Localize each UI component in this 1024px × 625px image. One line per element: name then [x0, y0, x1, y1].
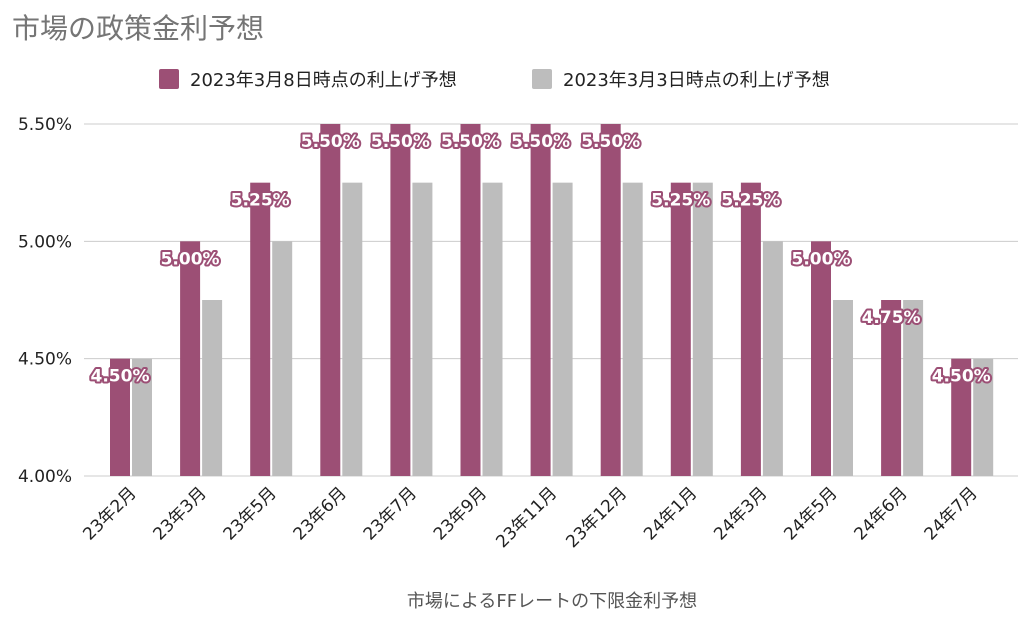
y-tick-label: 5.50% [18, 115, 72, 135]
legend: 2023年3月8日時点の利上げ予想 2023年3月3日時点の利上げ予想 [159, 69, 830, 91]
x-axis-title: 市場によるFFレートの下限金利予想 [407, 591, 697, 612]
x-tick-label: 23年6月 [290, 483, 351, 544]
bar-series-1 [951, 358, 972, 476]
bar-series-2 [622, 182, 643, 476]
bar-series-2 [973, 358, 994, 476]
x-tick-label: 23年12月 [562, 483, 631, 552]
legend-swatch-series-2 [532, 69, 552, 89]
data-label-series-1: 4.75% [862, 308, 921, 328]
x-tick-label: 23年2月 [79, 483, 140, 544]
y-tick-label: 5.00% [18, 232, 72, 252]
bar-series-2 [552, 182, 573, 476]
bar-series-2 [482, 182, 503, 476]
y-tick-label: 4.00% [18, 467, 72, 487]
x-tick-label: 23年11月 [492, 483, 561, 552]
bar-series-2 [132, 358, 152, 476]
data-label-series-1: 5.50% [301, 132, 360, 152]
legend-label-series-2: 2023年3月3日時点の利上げ予想 [563, 70, 830, 91]
bar-series-1 [670, 182, 691, 476]
bar-series-1 [881, 300, 902, 476]
data-label-series-1: 5.50% [371, 132, 430, 152]
legend-label-series-1: 2023年3月8日時点の利上げ予想 [190, 70, 457, 91]
bar-series-1 [250, 182, 271, 476]
data-labels-layer: 4.50% 5.00% 5.25% 5.50% 5.50% 5.50% 5.50% 5.50%… [89, 130, 993, 389]
x-tick-label: 24年5月 [780, 483, 841, 544]
x-tick-label: 24年6月 [851, 483, 912, 544]
bar-series-1 [530, 124, 551, 476]
data-label-series-1: 4.50% [932, 367, 991, 387]
x-tick-label: 23年5月 [220, 483, 281, 544]
grid-layer: 4.00% 4.50% 5.00% 5.50% [18, 115, 1018, 487]
x-tick-label: 23年3月 [150, 483, 211, 544]
x-tick-label: 24年1月 [640, 483, 701, 544]
data-label-series-1: 5.50% [441, 132, 500, 152]
bar-series-1 [600, 124, 621, 476]
data-label-series-1: 5.50% [581, 132, 640, 152]
x-tick-label: 24年7月 [921, 483, 982, 544]
bar-series-1 [740, 182, 761, 476]
data-label-series-1: 5.00% [792, 249, 851, 269]
data-label-series-1: 5.25% [651, 191, 710, 211]
y-tick-label: 4.50% [18, 350, 72, 370]
bar-series-2 [202, 300, 223, 476]
bar-series-2 [903, 300, 924, 476]
bar-series-2 [272, 241, 293, 476]
bars-layer [110, 124, 994, 476]
bar-series-2 [762, 241, 783, 476]
x-tick-labels: 23年2月 23年3月 23年5月 23年6月 23年7月 23年9月 23年11月 23年1… [79, 483, 981, 552]
bar-series-2 [412, 182, 433, 476]
bar-series-1 [811, 241, 831, 476]
bar-series-1 [460, 124, 481, 476]
bar-series-1 [320, 124, 341, 476]
data-label-series-1: 5.25% [231, 191, 290, 211]
bar-series-2 [692, 182, 713, 476]
x-tick-label: 24年3月 [710, 483, 771, 544]
bar-series-1 [390, 124, 411, 476]
x-tick-label: 23年7月 [360, 483, 421, 544]
data-label-series-1: 4.50% [91, 367, 150, 387]
bar-series-1 [180, 241, 201, 476]
data-label-series-1: 5.25% [721, 191, 780, 211]
bar-series-2 [342, 182, 363, 476]
chart-title: 市場の政策金利予想 [12, 12, 264, 45]
bar-series-2 [833, 300, 853, 476]
data-label-series-1: 5.00% [161, 249, 220, 269]
data-label-series-1: 5.50% [511, 132, 570, 152]
x-tick-label: 23年9月 [430, 483, 491, 544]
legend-swatch-series-1 [159, 69, 179, 89]
bar-series-1 [110, 358, 130, 476]
